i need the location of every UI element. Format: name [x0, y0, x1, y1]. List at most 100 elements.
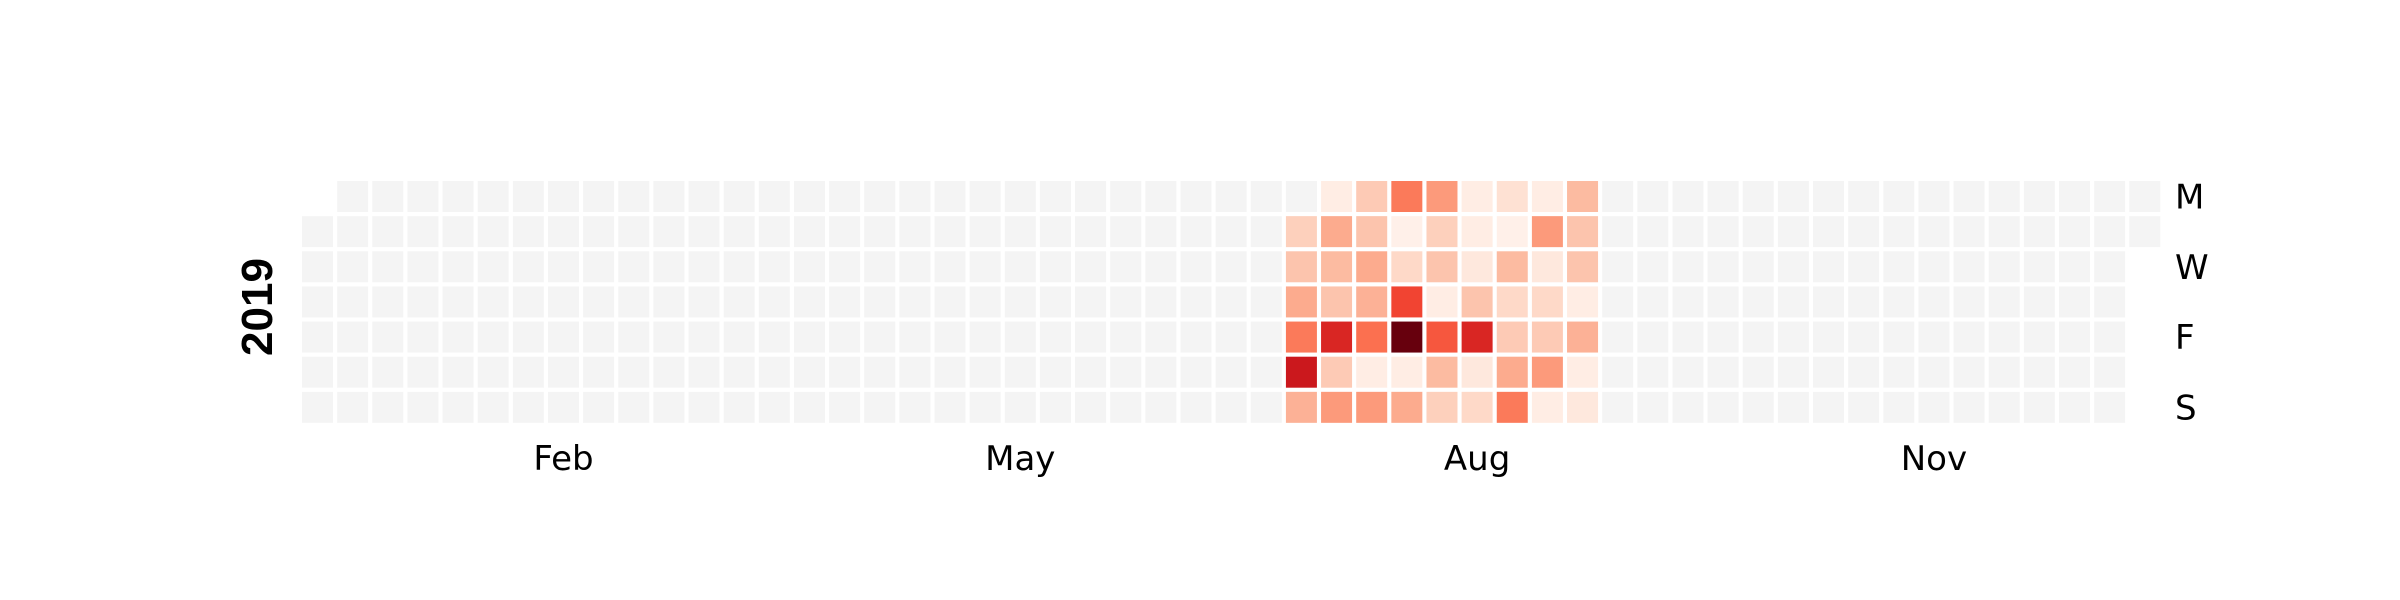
day-cell [1110, 181, 1142, 212]
day-cell [829, 181, 861, 212]
day-cell [899, 286, 931, 318]
day-cell [1742, 321, 1774, 353]
day-cell [1988, 286, 2020, 318]
day-cell [899, 181, 931, 212]
day-cell [1110, 391, 1142, 423]
day-cell [1004, 216, 1036, 248]
day-cell [1567, 251, 1599, 283]
day-cell [372, 286, 404, 318]
day-cell [1075, 321, 1107, 353]
day-cell [547, 391, 579, 423]
day-cell [1637, 321, 1669, 353]
day-cell [1250, 181, 1282, 212]
day-cell [1250, 251, 1282, 283]
day-cell [1531, 391, 1563, 423]
day-cell [2094, 391, 2126, 423]
day-cell [688, 356, 720, 388]
day-cell [1602, 216, 1634, 248]
day-cell [864, 321, 896, 353]
day-cell [653, 356, 685, 388]
day-cell [1391, 251, 1423, 283]
day-cell [512, 181, 544, 212]
day-cell [372, 216, 404, 248]
day-cell [1285, 321, 1317, 353]
weekday-label: F [2175, 318, 2195, 358]
day-cell [1075, 251, 1107, 283]
day-cell [1180, 286, 1212, 318]
day-cell [2023, 286, 2055, 318]
day-cell [1039, 391, 1071, 423]
day-cell [337, 321, 369, 353]
day-cell [1953, 391, 1985, 423]
day-cell [337, 181, 369, 212]
day-cell [969, 181, 1001, 212]
day-cell [372, 356, 404, 388]
day-cell [688, 391, 720, 423]
day-cell [1285, 181, 1317, 212]
day-cell [1531, 321, 1563, 353]
day-cell [1777, 286, 1809, 318]
day-cell [2023, 181, 2055, 212]
day-cell [1321, 321, 1353, 353]
day-cell [1075, 181, 1107, 212]
day-cell [477, 216, 509, 248]
day-cell [1145, 321, 1177, 353]
day-cell [618, 181, 650, 212]
day-cell [1110, 286, 1142, 318]
day-cell [864, 391, 896, 423]
day-cell [1426, 181, 1458, 212]
day-cell [583, 216, 615, 248]
day-cell [1285, 286, 1317, 318]
day-cell [1004, 286, 1036, 318]
day-cell [407, 356, 439, 388]
day-cell [793, 181, 825, 212]
day-cell [1426, 321, 1458, 353]
day-cell [1321, 216, 1353, 248]
day-cell [864, 216, 896, 248]
day-cell [1918, 286, 1950, 318]
day-cell [1707, 391, 1739, 423]
day-cell [1180, 321, 1212, 353]
day-cell [1004, 321, 1036, 353]
day-cell [2094, 286, 2126, 318]
day-cell [1672, 321, 1704, 353]
day-cell [1039, 251, 1071, 283]
day-cell [1004, 391, 1036, 423]
day-cell [477, 356, 509, 388]
day-cell [1988, 391, 2020, 423]
day-cell [407, 216, 439, 248]
day-cell [1215, 181, 1247, 212]
day-cell [1813, 391, 1845, 423]
day-cell [407, 181, 439, 212]
weekday-label: W [2175, 248, 2209, 288]
day-cell [1883, 181, 1915, 212]
day-cell [2059, 321, 2090, 353]
day-cell [1004, 356, 1036, 388]
day-cell [1145, 286, 1177, 318]
day-cell [618, 216, 650, 248]
day-cell [1215, 251, 1247, 283]
day-cell [302, 391, 333, 423]
day-cell [337, 356, 369, 388]
day-cell [1215, 391, 1247, 423]
day-cell [2094, 216, 2126, 248]
day-cell [1145, 356, 1177, 388]
day-cell [407, 321, 439, 353]
day-cell [1391, 181, 1423, 212]
day-cell [2094, 321, 2126, 353]
day-cell [372, 391, 404, 423]
day-cell [899, 321, 931, 353]
day-cell [302, 356, 333, 388]
day-cell [1110, 216, 1142, 248]
day-cell [793, 286, 825, 318]
day-cell [1110, 356, 1142, 388]
day-cell [1953, 286, 1985, 318]
day-cell [547, 251, 579, 283]
day-cell [2059, 391, 2090, 423]
day-cell [1813, 216, 1845, 248]
day-cell [1883, 216, 1915, 248]
day-cell [1145, 216, 1177, 248]
day-cell [547, 321, 579, 353]
day-cell [1250, 216, 1282, 248]
